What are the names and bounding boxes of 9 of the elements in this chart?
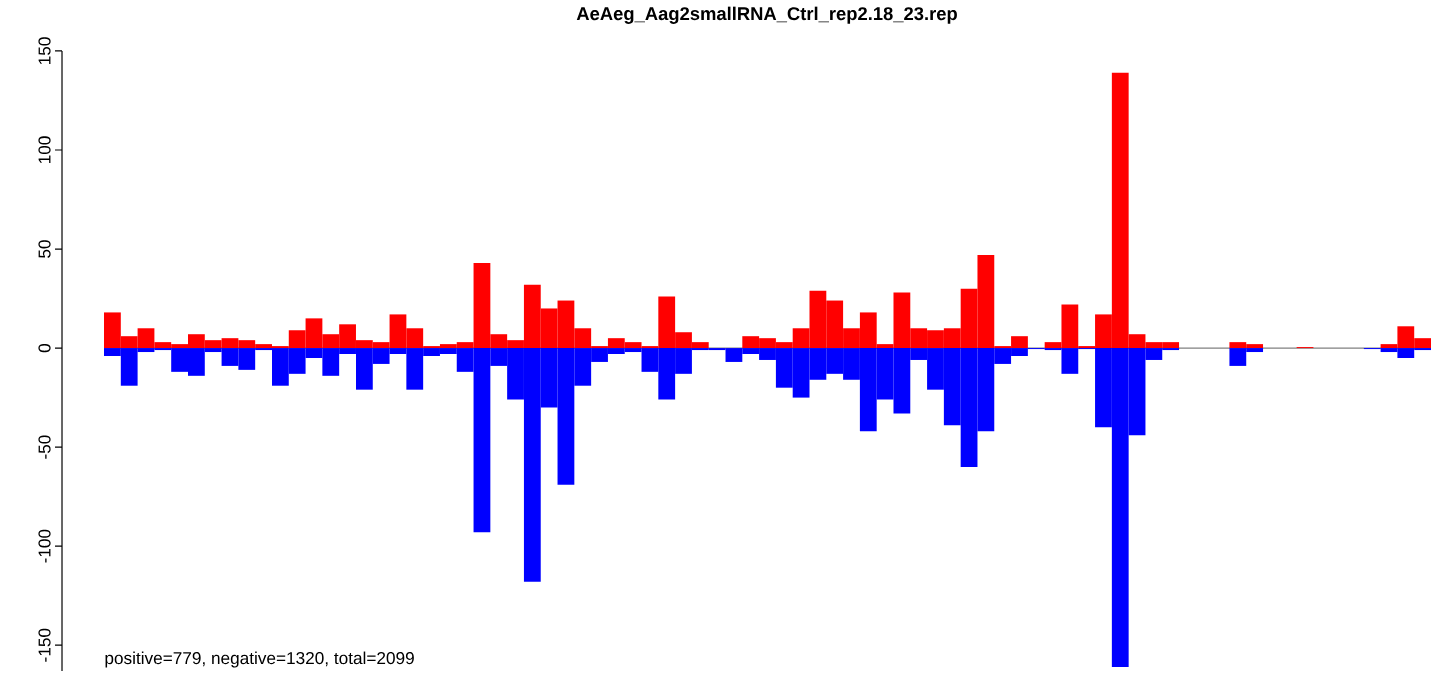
chart-title: AeAeg_Aag2smallRNA_Ctrl_rep2.18_23.rep [576,6,957,24]
y-tick-label: 150 [38,37,51,64]
y-tick-label: -50 [38,435,51,459]
y-tick-label: 0 [38,344,51,353]
y-tick-label: 50 [38,240,51,258]
annotation: positive=779, negative=1320, total=2099 [105,651,414,668]
y-tick-label: -100 [38,529,51,563]
y-tick-label: 100 [38,136,51,164]
y-tick-label: -150 [38,628,51,662]
